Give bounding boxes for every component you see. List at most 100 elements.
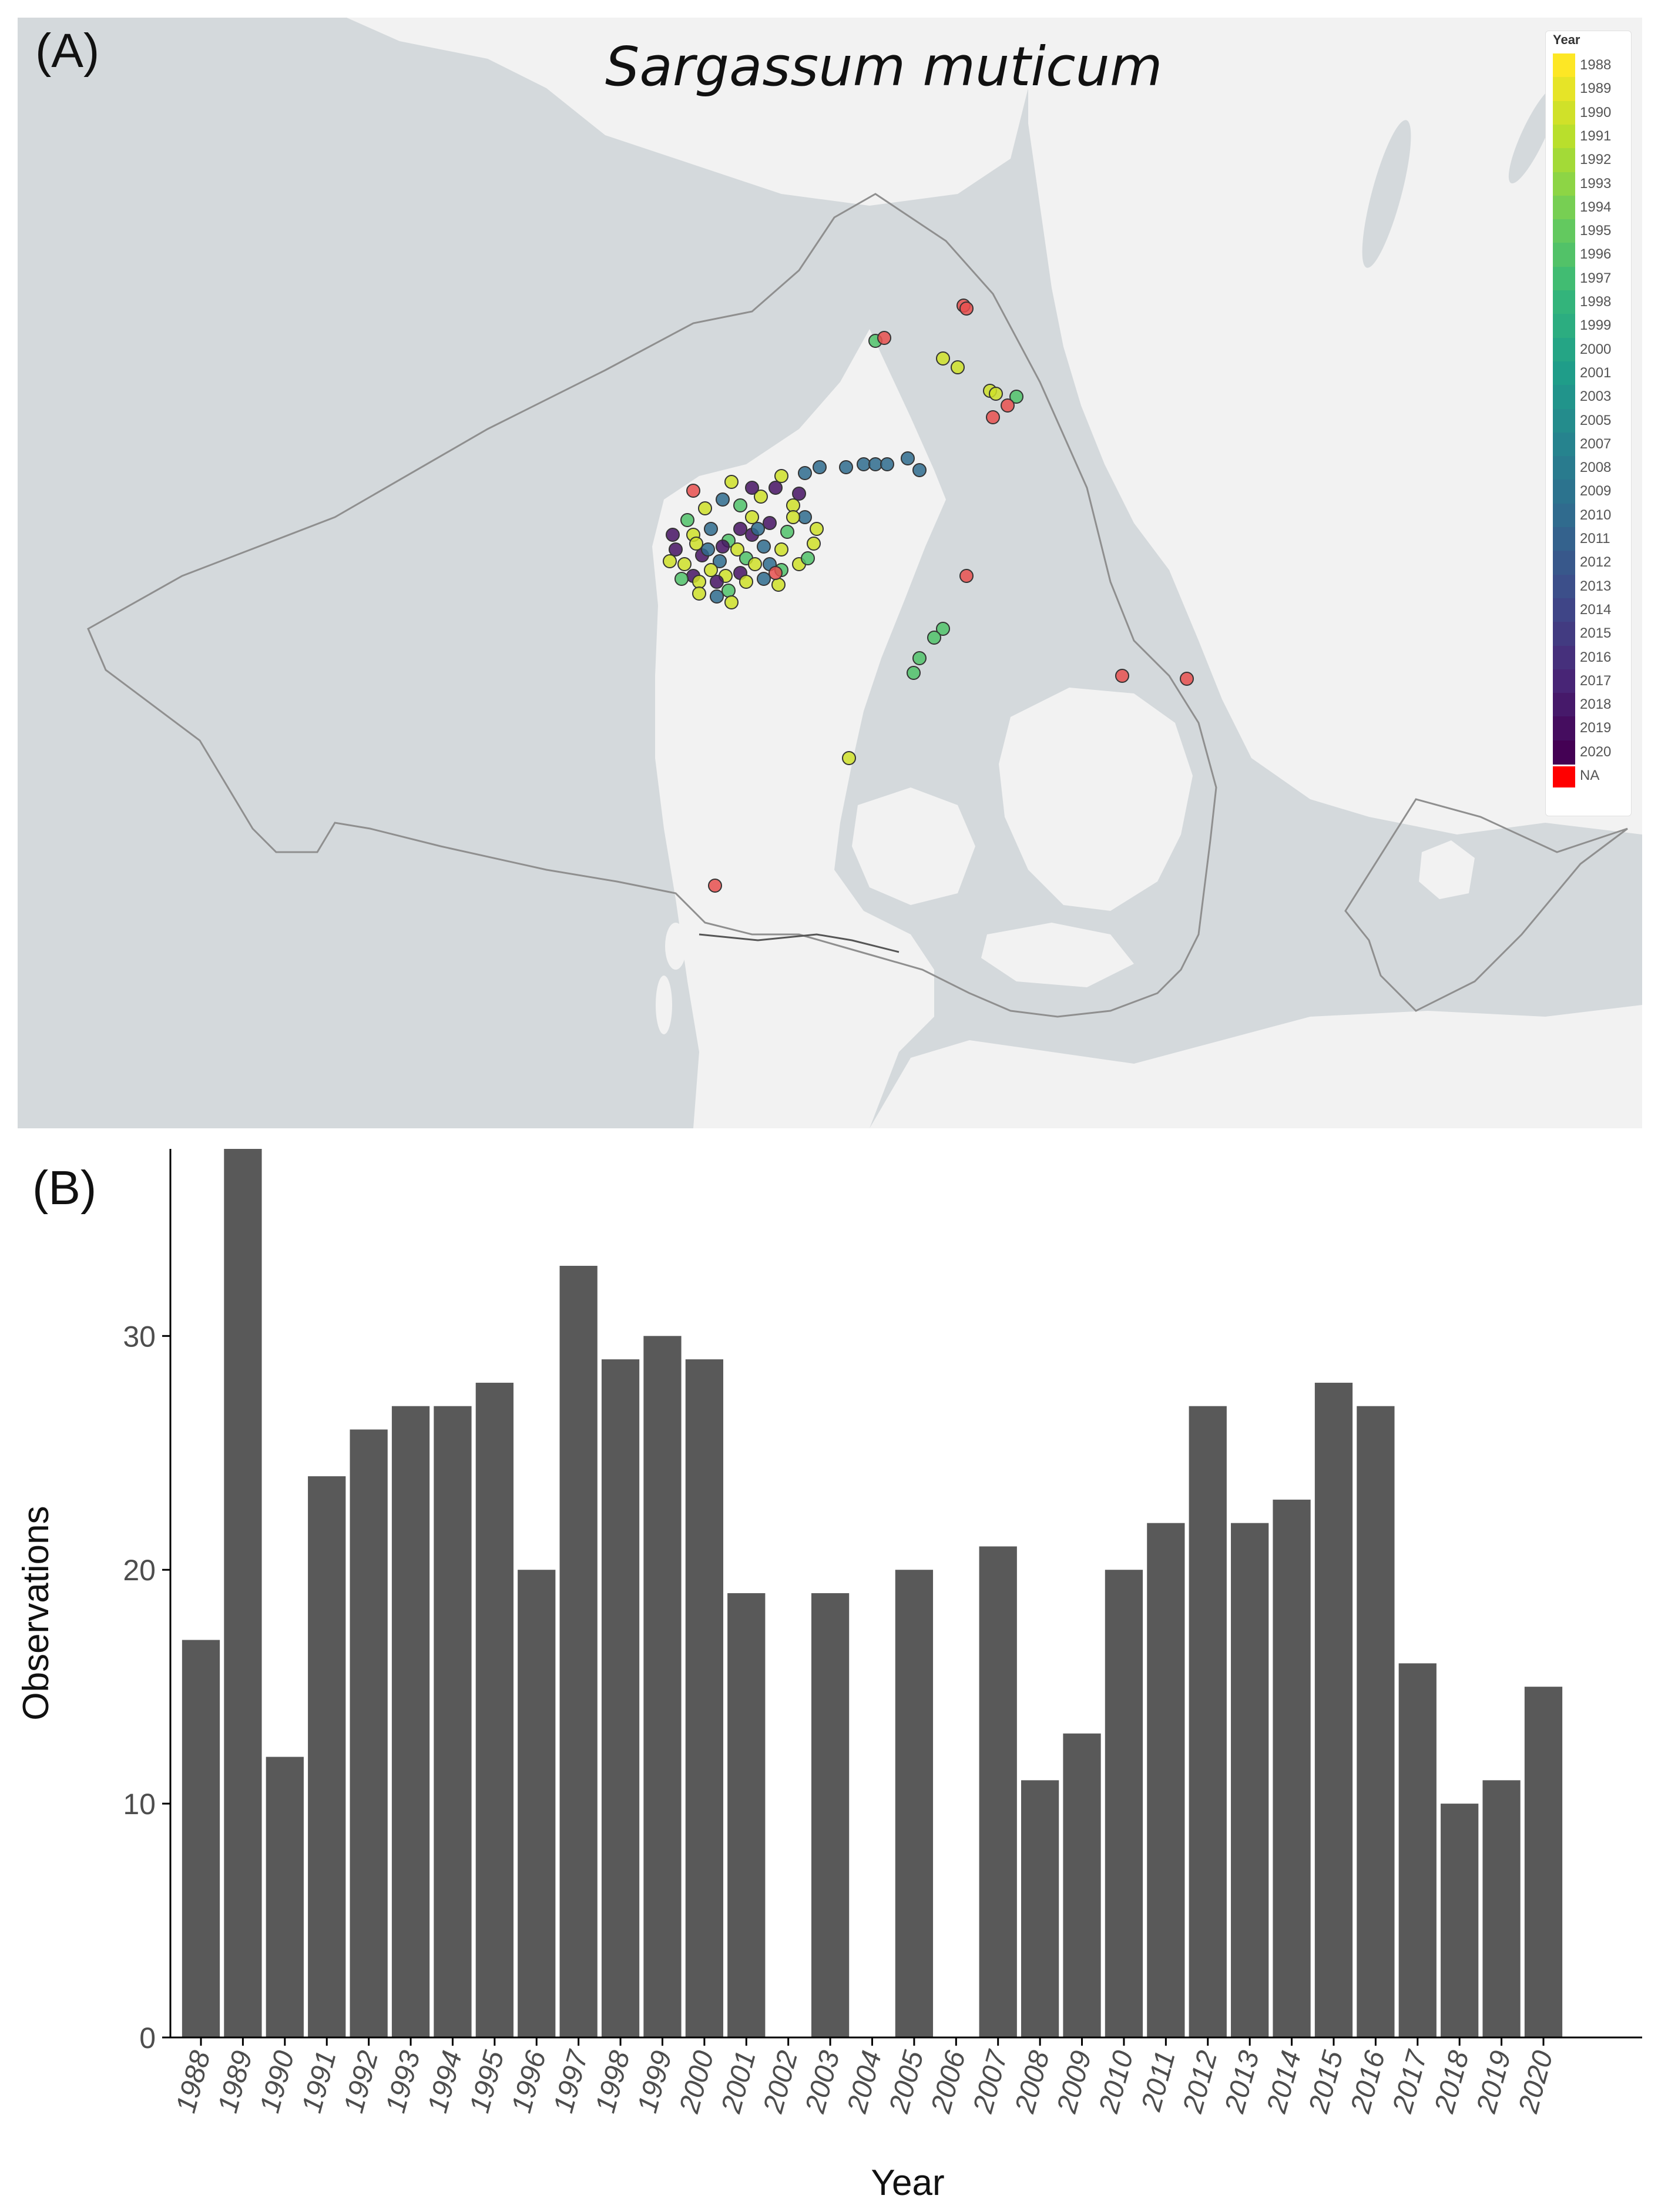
- bar: [601, 1359, 640, 2037]
- eez-boundary-bornholm: [1344, 798, 1628, 1012]
- legend-label: 1989: [1580, 81, 1612, 97]
- bar: [1482, 1780, 1521, 2037]
- observation-point: [692, 586, 706, 601]
- observation-point: [798, 466, 812, 480]
- bar: [266, 1757, 304, 2037]
- observation-point: [912, 463, 927, 477]
- legend-swatch: [1553, 361, 1575, 386]
- legend-label: 2016: [1580, 649, 1612, 665]
- observation-point: [710, 589, 724, 604]
- observation-point: [721, 584, 736, 598]
- observation-point: [839, 460, 853, 474]
- x-tick-label: 2004: [841, 2047, 888, 2117]
- legend-label: 1991: [1580, 128, 1612, 144]
- bar: [475, 1382, 514, 2037]
- observation-point: [748, 557, 762, 571]
- observation-point: [677, 557, 692, 571]
- observation-point: [674, 572, 689, 586]
- observation-point: [733, 522, 747, 536]
- legend-label: 1997: [1580, 270, 1612, 286]
- bar: [1524, 1687, 1563, 2037]
- x-tick-label: 2019: [1471, 2047, 1517, 2117]
- legend-swatch: [1553, 195, 1575, 220]
- observation-point: [901, 451, 915, 465]
- bar: [518, 1570, 556, 2037]
- x-axis-label: Year: [871, 2163, 944, 2203]
- bar: [811, 1593, 850, 2037]
- bar: [643, 1336, 682, 2037]
- observation-point: [716, 492, 730, 507]
- bar: [895, 1570, 934, 2037]
- legend-label: 2012: [1580, 554, 1612, 571]
- observation-point: [768, 566, 783, 580]
- x-tick-label: 1991: [296, 2047, 343, 2116]
- bar: [1063, 1733, 1101, 2037]
- legend-label: 1992: [1580, 152, 1612, 168]
- legend-swatch: [1553, 266, 1575, 291]
- observation-point: [757, 539, 771, 554]
- observation-point: [663, 554, 677, 568]
- legend-label: 1988: [1580, 57, 1612, 73]
- legend-label: 1999: [1580, 317, 1612, 334]
- x-tick-label: 2002: [757, 2047, 804, 2117]
- legend-swatch: [1553, 551, 1575, 575]
- legend-label: 2000: [1580, 341, 1612, 357]
- observation-point: [801, 551, 815, 565]
- x-tick-label: 2001: [716, 2047, 762, 2117]
- legend-swatch: [1553, 645, 1575, 670]
- y-axis-label: Observations: [16, 1506, 56, 1720]
- land-sweden: [1028, 18, 1642, 834]
- x-tick-label: 2016: [1345, 2047, 1391, 2117]
- observation-point: [986, 410, 1000, 424]
- bar: [979, 1546, 1017, 2037]
- bar: [1105, 1570, 1143, 2037]
- land-germany: [870, 1005, 1642, 1128]
- x-tick-label: 2010: [1093, 2047, 1139, 2117]
- bars: [182, 1149, 1563, 2037]
- y-tick-label: 30: [123, 1320, 156, 1353]
- land-lolland: [981, 923, 1134, 987]
- x-tick-label: 1989: [212, 2047, 259, 2116]
- land-norway: [347, 18, 1028, 206]
- observation-point: [780, 525, 794, 539]
- observation-point: [813, 460, 827, 474]
- legend-label: NA: [1580, 768, 1600, 783]
- legend-swatch: [1553, 337, 1575, 362]
- x-tick-label: 2015: [1303, 2047, 1350, 2117]
- map-title: Sargassum muticum: [605, 35, 1163, 98]
- bar: [1357, 1406, 1395, 2037]
- bar: [1147, 1523, 1185, 2037]
- legend-swatch: [1553, 432, 1575, 457]
- legend-label: 2020: [1580, 743, 1612, 760]
- legend-label: 1998: [1580, 294, 1612, 310]
- bar: [1398, 1663, 1437, 2037]
- x-tick-label: 1998: [590, 2047, 636, 2116]
- observation-point: [701, 542, 715, 557]
- observation-point: [810, 522, 824, 536]
- x-tick-label: 1999: [632, 2047, 678, 2116]
- legend-swatch: [1553, 456, 1575, 481]
- x-tick-label: 2011: [1136, 2047, 1182, 2114]
- observation-point: [907, 666, 921, 680]
- observation-point: [689, 537, 703, 551]
- bar: [308, 1476, 346, 2037]
- legend-swatch: [1553, 314, 1575, 338]
- legend-swatch: [1553, 124, 1575, 149]
- legend-label: 2003: [1580, 388, 1612, 405]
- observation-point: [739, 575, 753, 589]
- map-canvas: [18, 18, 1642, 1128]
- observation-point: [936, 351, 950, 366]
- legend-swatch: [1553, 385, 1575, 410]
- bar: [559, 1265, 598, 2037]
- legend-swatch: [1553, 622, 1575, 646]
- y-axis-ticks: 0 10 20 30: [123, 1320, 170, 2055]
- observation-point: [927, 631, 941, 645]
- x-tick-label: 2020: [1513, 2047, 1559, 2117]
- bar: [1021, 1780, 1059, 2037]
- bar: [685, 1359, 724, 2037]
- observation-point: [745, 481, 759, 495]
- observation-point: [936, 622, 950, 636]
- year-legend: Year 1988 1989 1990 1991 1992 1993 1994 1995 199…: [1545, 31, 1632, 816]
- legend-label: 2017: [1580, 672, 1612, 689]
- legend-swatch: [1553, 243, 1575, 267]
